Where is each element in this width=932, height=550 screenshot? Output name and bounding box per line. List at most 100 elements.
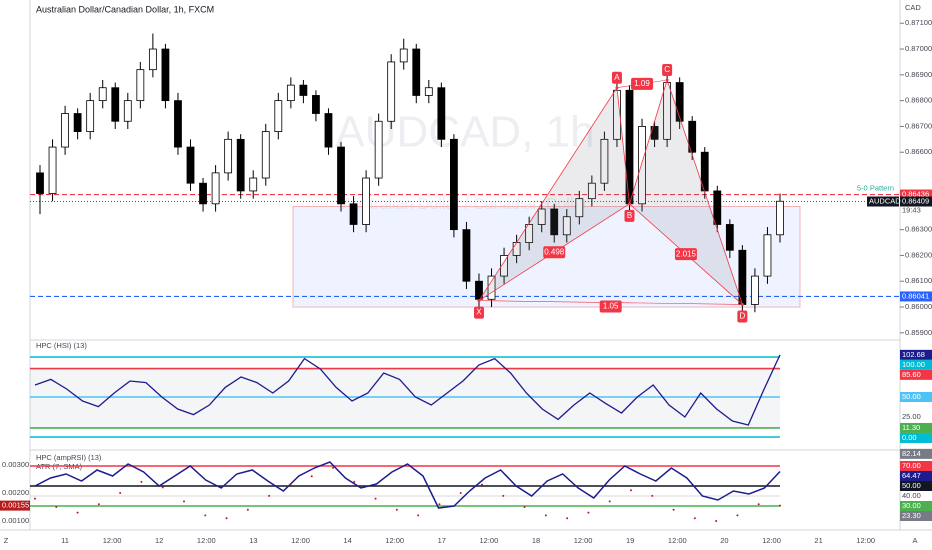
pattern-point	[477, 299, 481, 303]
level-tag-bg	[900, 471, 932, 481]
candle-body	[362, 177, 371, 225]
level-tag-bg	[900, 432, 932, 443]
candle-body	[73, 113, 82, 132]
countdown: 19:43	[902, 205, 921, 214]
candle-body	[249, 177, 258, 192]
candle-body	[374, 120, 383, 179]
time-label: 12	[155, 536, 163, 545]
candle-body	[299, 84, 308, 96]
candle-body	[61, 113, 69, 148]
candle-body	[337, 146, 345, 205]
atr-dot	[310, 475, 313, 478]
atr-dot	[183, 500, 185, 503]
atr-dot	[630, 489, 632, 492]
level-tag-bg	[900, 501, 932, 511]
pattern-label: X	[476, 308, 482, 317]
candle-body	[437, 87, 446, 140]
atr-dot	[140, 480, 143, 483]
time-label: 20	[720, 536, 728, 545]
hsi-line	[34, 354, 781, 426]
y2-tick-label: 0.00100	[2, 516, 29, 525]
time-label: 12:00	[574, 536, 593, 545]
pattern-label: B	[627, 211, 632, 220]
pattern-label: A	[614, 73, 620, 82]
candle-body	[412, 48, 421, 96]
candle-body	[638, 126, 646, 205]
candle-body	[725, 224, 734, 251]
candle-body	[274, 100, 283, 132]
level-tag: 0.00	[902, 433, 917, 442]
candle-body	[462, 229, 471, 282]
amprsi-line	[34, 461, 781, 509]
price-tag: 0.86436	[902, 190, 929, 199]
watermark: AUDCAD, 1h	[335, 108, 594, 157]
symbol-tag-bg	[867, 196, 899, 207]
y-tick-label: 0.86700	[905, 121, 932, 130]
time-label: Z	[4, 536, 9, 545]
atr-dot	[225, 517, 228, 520]
atr-dot	[693, 517, 696, 520]
atr-dot	[459, 492, 462, 495]
candle-body	[675, 82, 684, 122]
atr-dot	[395, 508, 398, 511]
level-tag-bg	[900, 392, 932, 402]
level-tag-bg	[900, 422, 932, 433]
time-label: 12:00	[668, 536, 687, 545]
time-label: 12:00	[762, 536, 781, 545]
candle-body	[211, 172, 220, 205]
y2-tick-label: 0.00300	[2, 460, 29, 469]
time-label: 12:00	[385, 536, 404, 545]
candle-body	[713, 190, 722, 225]
time-label: 17	[438, 536, 446, 545]
ratio-bg	[543, 246, 566, 259]
atr-dot	[268, 494, 271, 497]
y-tick-label: 0.86200	[905, 250, 932, 259]
time-label: 14	[343, 536, 351, 545]
time-label: 12:00	[103, 536, 122, 545]
candle-body	[763, 234, 772, 277]
level-tag: 23.30	[902, 511, 921, 520]
candle-body	[751, 275, 759, 305]
level-tag: 50.00	[902, 481, 921, 490]
pattern-label-bg	[662, 63, 673, 76]
candle-body	[688, 120, 697, 153]
atr-dot	[523, 506, 526, 509]
level-tag: 82.14	[902, 449, 921, 458]
last-price-bg	[900, 196, 932, 207]
candle-body	[36, 172, 44, 194]
candle-body	[575, 198, 584, 218]
candle-body	[424, 87, 433, 96]
level-tag: 70.00	[902, 461, 921, 470]
ratio-bg	[599, 300, 622, 313]
atr-dot	[757, 503, 760, 506]
ratio-bg	[674, 248, 697, 261]
atr-dot	[417, 514, 420, 517]
level-tag-bg	[900, 369, 932, 380]
atr-dot	[544, 514, 547, 517]
candle-body	[148, 48, 157, 71]
level-tag: 64.47	[902, 471, 921, 480]
pattern-label-bg	[611, 71, 622, 84]
candle-body	[161, 48, 170, 102]
y-tick-label: 0.86800	[905, 96, 932, 105]
candle-body	[600, 138, 609, 184]
candle-body	[86, 100, 95, 132]
hsi-band	[30, 368, 780, 428]
candle-body	[349, 203, 358, 225]
level-tag-bg	[900, 448, 932, 459]
atr-dot	[651, 494, 654, 497]
y-tick-label: 0.87100	[905, 18, 932, 27]
candle-body	[186, 146, 195, 184]
candle-body	[98, 87, 107, 102]
atr-dot	[715, 520, 718, 523]
candle-body	[587, 182, 596, 200]
level-tag-bg	[900, 461, 932, 471]
atr-dot	[438, 503, 441, 506]
atr-dot	[608, 500, 611, 503]
pattern-label-bg	[473, 306, 484, 319]
candle-body	[700, 151, 709, 192]
candle-body	[286, 84, 295, 102]
chart-title: Australian Dollar/Canadian Dollar, 1h, F…	[36, 4, 214, 14]
y2-tag-bg	[0, 500, 30, 511]
candle-body	[136, 69, 145, 102]
